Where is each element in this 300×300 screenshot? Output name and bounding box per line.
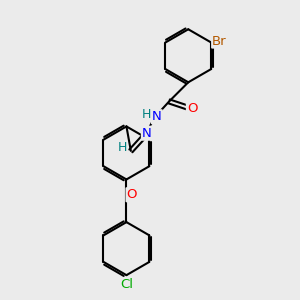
- Text: N: N: [142, 127, 152, 140]
- Text: N: N: [152, 110, 162, 123]
- Text: O: O: [187, 102, 197, 115]
- Text: Cl: Cl: [120, 278, 133, 291]
- Text: O: O: [127, 188, 137, 201]
- Text: H: H: [142, 108, 151, 121]
- Text: Br: Br: [212, 34, 227, 48]
- Text: H: H: [117, 141, 127, 154]
